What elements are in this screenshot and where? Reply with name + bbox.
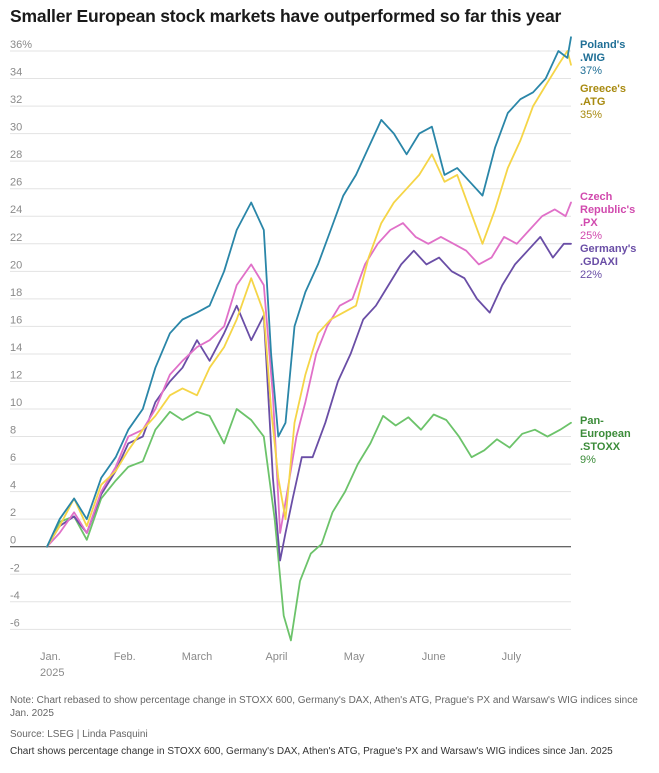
series-line-4	[46, 36, 572, 548]
gridlines	[10, 50, 571, 630]
series-label: Poland's	[580, 39, 625, 51]
series-end-value: 22%	[580, 269, 602, 281]
y-tick-label: 28	[10, 149, 22, 161]
y-tick-label: 34	[10, 67, 22, 79]
y-tick-label: 14	[10, 342, 22, 354]
y-tick-label: 20	[10, 259, 22, 271]
series-line-0	[46, 408, 572, 642]
y-tick-label: -6	[10, 617, 20, 629]
x-tick-label: July	[502, 651, 522, 663]
series-label: Greece's	[580, 83, 626, 95]
chart-source: Source: LSEG | Linda Pasquini	[10, 729, 148, 740]
y-tick-label: 26	[10, 177, 22, 189]
line-chart: 36%3432302826242220181614121086420-2-4-6…	[10, 36, 636, 679]
y-tick-label: 8	[10, 425, 16, 437]
series-line-1	[46, 235, 572, 562]
chart-note: Note: Chart rebased to show percentage c…	[10, 695, 638, 719]
y-tick-label: 4	[10, 480, 16, 492]
y-tick-label: 2	[10, 507, 16, 519]
series-end-value: 37%	[580, 65, 602, 77]
series-end-value: 9%	[580, 454, 596, 466]
series-lines	[46, 36, 572, 642]
chart-title: Smaller European stock markets have outp…	[10, 6, 562, 26]
series-line-3	[46, 50, 572, 548]
x-tick-label: April	[265, 651, 287, 663]
y-tick-label: 30	[10, 122, 22, 134]
y-tick-label: 36%	[10, 39, 32, 51]
series-end-value: 35%	[580, 109, 602, 121]
x-tick-label: Jan.	[40, 651, 61, 663]
x-tick-label: Feb.	[114, 651, 136, 663]
series-end-value: 25%	[580, 230, 602, 242]
series-label: .STOXX	[580, 441, 621, 453]
x-tick-label: March	[182, 651, 213, 663]
y-tick-label: 12	[10, 369, 22, 381]
series-label: Pan-	[580, 415, 604, 427]
y-tick-label: 6	[10, 452, 16, 464]
y-tick-label: 0	[10, 535, 16, 547]
series-label: .ATG	[580, 96, 605, 108]
x-tick-label: May	[344, 651, 365, 663]
series-label: .GDAXI	[580, 256, 618, 268]
y-tick-label: 16	[10, 314, 22, 326]
x-tick-label: June	[422, 651, 446, 663]
y-tick-label: 32	[10, 94, 22, 106]
series-label: .PX	[580, 217, 598, 229]
y-tick-label: -2	[10, 562, 20, 574]
y-tick-label: 24	[10, 204, 22, 216]
series-line-2	[46, 201, 572, 548]
series-label: European	[580, 428, 631, 440]
y-tick-label: 22	[10, 232, 22, 244]
y-tick-label: 18	[10, 287, 22, 299]
y-tick-label: 10	[10, 397, 22, 409]
y-tick-label: -4	[10, 590, 20, 602]
series-label: .WIG	[580, 52, 605, 64]
chart-note-2: Chart shows percentage change in STOXX 6…	[10, 746, 613, 757]
series-label: Czech	[580, 191, 613, 203]
series-label: Germany's	[580, 243, 636, 255]
x-axis-ticks: Jan. 2025 Feb. March April May June July	[40, 651, 522, 679]
x-tick-sublabel: 2025	[40, 667, 64, 679]
series-label: Republic's	[580, 204, 635, 216]
